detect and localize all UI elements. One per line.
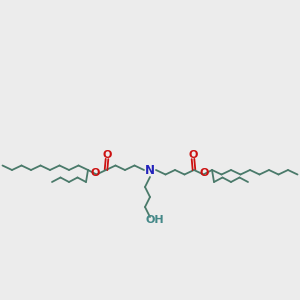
Text: N: N: [145, 164, 155, 176]
Text: OH: OH: [146, 215, 164, 225]
Text: O: O: [200, 168, 209, 178]
Text: O: O: [102, 150, 112, 160]
Text: O: O: [188, 150, 198, 160]
Text: O: O: [91, 168, 100, 178]
